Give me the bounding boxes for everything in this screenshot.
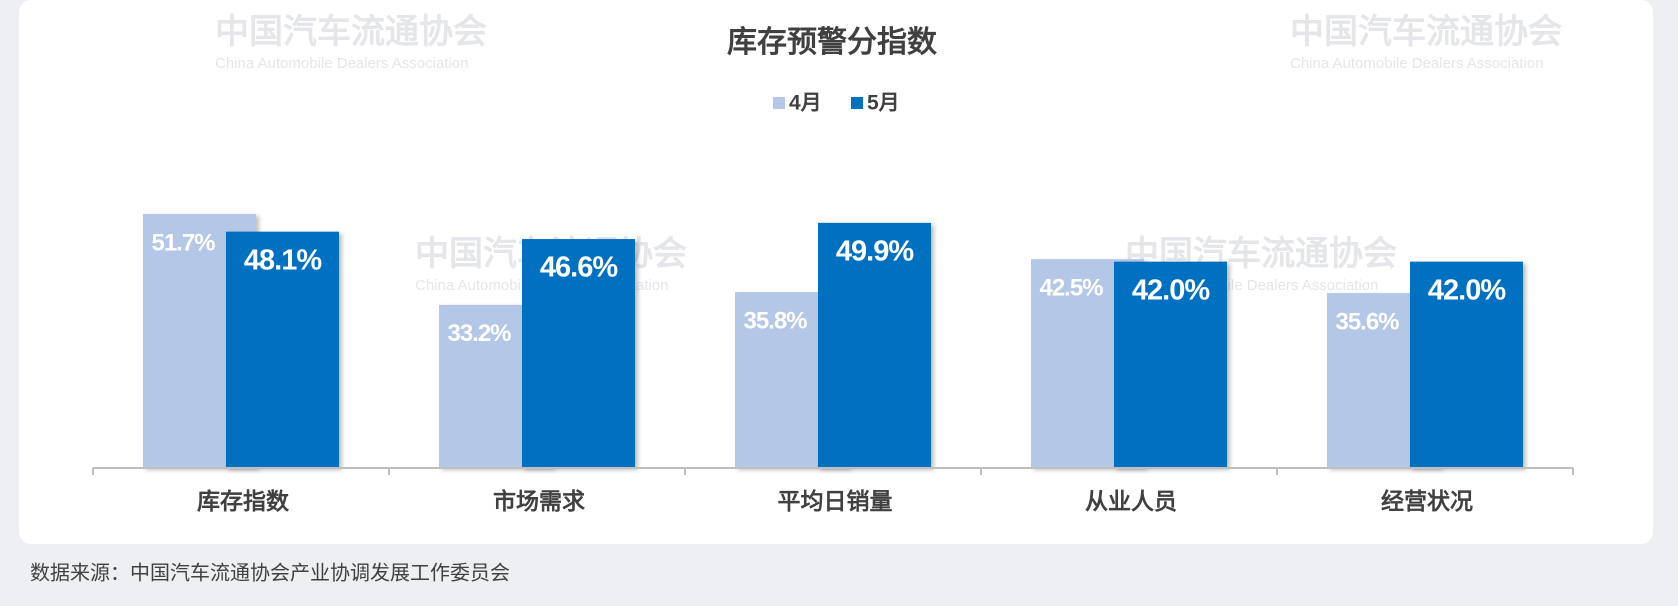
bar bbox=[226, 231, 339, 468]
data-label: 48.1% bbox=[244, 244, 322, 276]
data-label: 42.0% bbox=[1132, 274, 1210, 306]
watermark: China Automobile Dealers Association bbox=[215, 55, 468, 72]
data-label: 49.9% bbox=[836, 235, 914, 267]
bar bbox=[522, 239, 635, 468]
data-label: 46.6% bbox=[540, 252, 618, 284]
bar bbox=[1114, 261, 1227, 468]
x-tick-label: 从业人员 bbox=[1085, 488, 1177, 514]
watermark: China Automobile Dealers Association bbox=[1290, 55, 1543, 72]
data-label: 35.6% bbox=[1335, 308, 1399, 335]
x-tick-label: 经营状况 bbox=[1381, 488, 1473, 514]
data-label: 42.5% bbox=[1039, 275, 1103, 302]
x-tick-label: 库存指数 bbox=[197, 488, 290, 514]
data-label: 35.8% bbox=[743, 307, 807, 334]
data-label: 42.0% bbox=[1428, 274, 1506, 306]
legend-swatch bbox=[851, 97, 863, 109]
watermark: 中国汽车流通协会 bbox=[1290, 13, 1562, 51]
watermark: 中国汽车流通协会 bbox=[215, 13, 487, 51]
data-label: 51.7% bbox=[151, 229, 215, 256]
legend-label: 5月 bbox=[867, 92, 900, 115]
legend-swatch bbox=[773, 97, 785, 109]
x-tick-label: 平均日销量 bbox=[778, 488, 893, 514]
bar bbox=[1410, 261, 1523, 468]
bar bbox=[818, 222, 931, 468]
chart-title: 库存预警分指数 bbox=[727, 25, 938, 59]
x-tick-label: 市场需求 bbox=[493, 488, 585, 514]
legend-label: 4月 bbox=[789, 92, 822, 115]
data-label: 33.2% bbox=[447, 320, 511, 347]
source-note: 数据来源：中国汽车流通协会产业协调发展工作委员会 bbox=[30, 561, 510, 584]
